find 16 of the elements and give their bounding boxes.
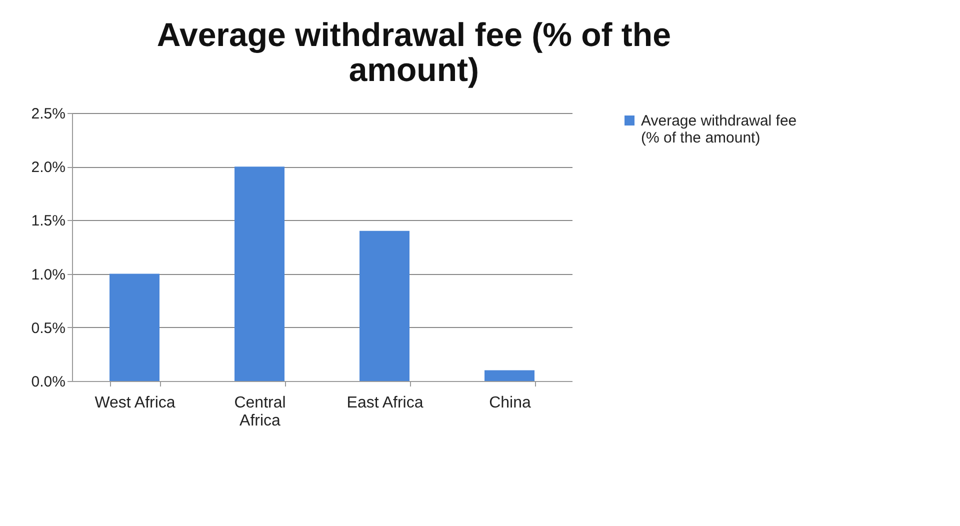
x-tick-label: East Africa [346,394,424,412]
y-tick-label: 1.0% [31,266,66,284]
legend-label: Average withdrawal fee (% of the amount) [641,112,797,146]
y-tick-label: 2.0% [31,159,66,176]
bar [484,370,534,381]
y-tick-label: 2.5% [31,106,66,122]
x-tick-label: West Africa [94,394,176,412]
y-tick-label: 0.0% [31,374,66,390]
y-tick-label: 0.5% [31,320,66,337]
x-tick-label: Central Africa [234,394,286,430]
bar [234,166,284,381]
chart-title: Average withdrawal fee (% of the amount) [156,16,671,88]
bar [110,274,160,381]
bar [360,230,410,381]
y-tick-label: 1.5% [31,212,66,230]
x-tick-label: China [489,394,531,412]
